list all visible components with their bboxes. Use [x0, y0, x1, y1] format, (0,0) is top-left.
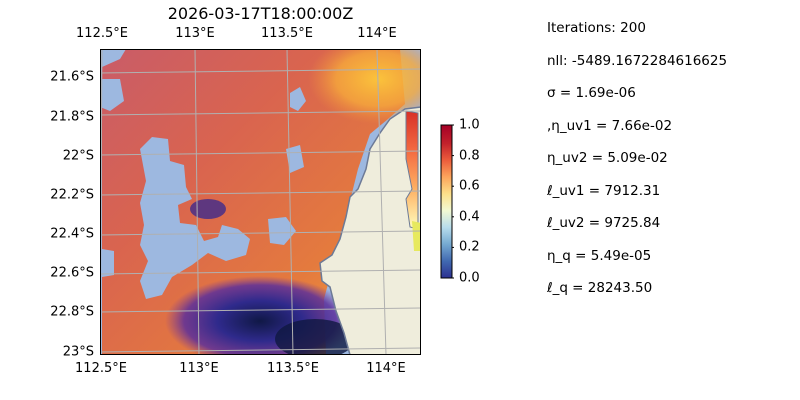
stat-eta-uv2: η_uv2 = 5.09e-02: [547, 150, 668, 166]
coastal-yellow-patch: [412, 221, 421, 251]
cold-spot: [190, 199, 226, 219]
masked-area-east: [290, 87, 306, 111]
stat-sigma: σ = 1.69e-06: [547, 85, 636, 101]
lon-tick-top-113: 113°E: [175, 26, 215, 41]
stat-nll: nll: -5489.1672284616625: [547, 52, 728, 69]
colorbar-tick-0-4: 0.4: [459, 209, 480, 225]
lat-tick-22-8: 22.8°S: [50, 304, 94, 320]
stat-ell-uv1: ℓ_uv1 = 7912.31: [547, 182, 661, 199]
colorbar: [440, 124, 454, 279]
masked-area-mid: [268, 217, 296, 245]
lat-tick-23: 23°S: [62, 344, 94, 360]
masked-area-w: [102, 249, 114, 277]
masked-area-nw: [100, 79, 124, 111]
colorbar-tick-0-2: 0.2: [459, 239, 480, 255]
plot-title: 2026-03-17T18:00:00Z: [167, 4, 354, 23]
map-frame: [100, 49, 421, 355]
lat-tick-21-6: 21.6°S: [50, 69, 94, 85]
lon-tick-bottom-114: 114°E: [366, 361, 406, 376]
coastal-hot-strip: [405, 110, 419, 230]
stats-panel: Iterations: 200 nll: -5489.1672284616625…: [547, 18, 727, 311]
lat-tick-22-4: 22.4°S: [50, 226, 94, 242]
colorbar-tick-0-8: 0.8: [459, 148, 480, 164]
lon-tick-top-113-5: 113.5°E: [261, 26, 313, 41]
lat-tick-21-8: 21.8°S: [50, 109, 94, 125]
stat-eta-q: η_q = 5.49e-05: [547, 247, 652, 264]
heatmap-map: [100, 49, 421, 355]
lat-tick-22: 22°S: [62, 148, 94, 164]
lon-tick-bottom-113-5: 113.5°E: [267, 361, 319, 376]
colorbar-tick-1: 1.0: [459, 117, 480, 133]
land: [319, 106, 421, 355]
colorbar-tick-marks: [452, 124, 454, 279]
lon-tick-top-114: 114°E: [357, 26, 397, 41]
colorbar-tick-0: 0.0: [459, 270, 480, 286]
stat-iterations: Iterations: 200: [547, 20, 646, 36]
stat-ell-uv2: ℓ_uv2 = 9725.84: [547, 215, 661, 231]
stat-ell-q: ℓ_q = 28243.50: [547, 280, 653, 296]
colorbar-gradient: [440, 124, 453, 279]
lat-tick-22-6: 22.6°S: [50, 265, 94, 281]
lon-tick-bottom-112-5: 112.5°E: [75, 361, 127, 376]
colorbar-tick-0-6: 0.6: [459, 178, 480, 194]
warm-region: [308, 49, 421, 124]
coldest-region: [275, 319, 355, 355]
stat-eta-uv1: ,η_uv1 = 7.66e-02: [547, 117, 673, 134]
masked-area-central: [140, 137, 250, 299]
lon-tick-bottom-113: 113°E: [179, 361, 219, 376]
lat-tick-22-2: 22.2°S: [50, 187, 94, 203]
masked-area-east2: [286, 145, 304, 173]
lon-tick-top-112-5: 112.5°E: [76, 26, 128, 41]
